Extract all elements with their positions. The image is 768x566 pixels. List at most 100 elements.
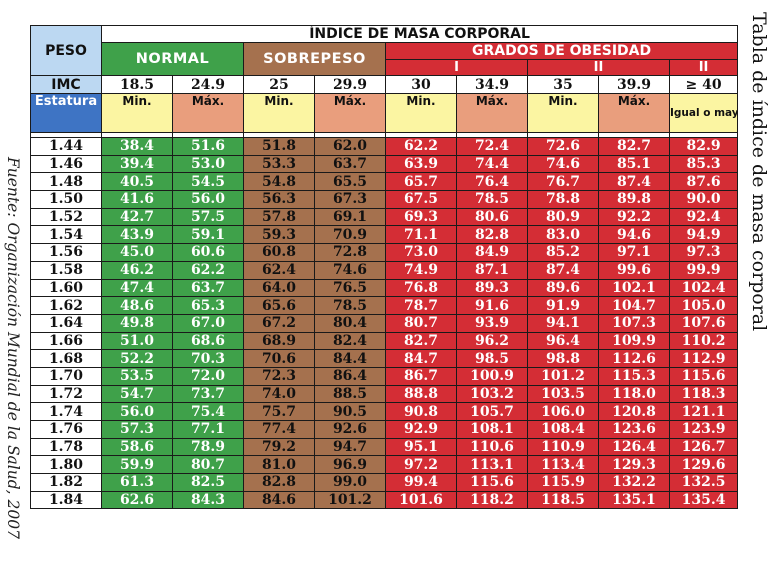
table-row: 1.64 49.8 67.0 67.2 80.4 80.7 93.9 94.1 107.3 107… xyxy=(30,313,739,333)
obesity-ii-max-cell: 109.9 xyxy=(598,331,670,351)
obesity-ii-max-cell: 97.1 xyxy=(598,243,670,262)
sobrepeso-max-cell: 67.3 xyxy=(314,190,386,209)
sobrepeso-max-cell: 88.5 xyxy=(314,384,386,404)
igual-o-mayor-header: Igual o mayor de: xyxy=(668,93,739,133)
normal-max-cell: 65.3 xyxy=(172,296,244,315)
sobrepeso-min-cell: 56.3 xyxy=(243,190,315,209)
sobrepeso-max-cell: 62.0 xyxy=(314,137,386,156)
obesity-iii-cell: 107.6 xyxy=(668,313,739,333)
obesity-ii-min-cell: 91.9 xyxy=(527,296,599,315)
table-body: 1.44 38.4 51.6 51.8 62.0 62.2 72.4 72.6 82.7 82.9… xyxy=(30,137,739,510)
normal-max-cell: 73.7 xyxy=(172,384,244,404)
obesity-i-max-cell: 103.2 xyxy=(456,384,528,404)
height-cell: 1.58 xyxy=(30,260,102,280)
obesity-i-min-cell: 78.7 xyxy=(385,296,457,315)
obesity-i-max-cell: 118.2 xyxy=(456,490,528,510)
obesity-iii-cell: 112.9 xyxy=(668,349,739,368)
sobrepeso-max-cell: 92.6 xyxy=(314,420,386,439)
table-row: 1.82 61.3 82.5 82.8 99.0 99.4 115.6 115.9 132.2 1… xyxy=(30,473,739,492)
normal-min-cell: 58.6 xyxy=(101,437,173,457)
obesity-ii-max-cell: 99.6 xyxy=(598,260,670,280)
height-cell: 1.48 xyxy=(30,172,102,192)
sobrepeso-min-cell: 77.4 xyxy=(243,420,315,439)
normal-min-cell: 39.4 xyxy=(101,154,173,174)
sobrepeso-max-cell: 70.9 xyxy=(314,225,386,245)
obesity-iii-cell: 94.9 xyxy=(668,225,739,245)
table-row: 1.72 54.7 73.7 74.0 88.5 88.8 103.2 103.5 118.0 1… xyxy=(30,384,739,404)
normal-max-cell: 54.5 xyxy=(172,172,244,192)
source-caption: Fuente: Organización Mundial de la Salud… xyxy=(4,157,22,539)
normal-max-cell: 60.6 xyxy=(172,243,244,262)
obesity-ii-max-cell: 82.7 xyxy=(598,137,670,156)
height-cell: 1.76 xyxy=(30,420,102,439)
grade-ii-header: II xyxy=(527,59,670,76)
obesity-i-max-cell: 108.1 xyxy=(456,420,528,439)
grade-iii-header: II xyxy=(668,59,739,76)
sobrepeso-max-cell: 90.5 xyxy=(314,402,386,421)
height-cell: 1.52 xyxy=(30,207,102,227)
obesity-ii-min-cell: 85.2 xyxy=(527,243,599,262)
sobrepeso-min-cell: 68.9 xyxy=(243,331,315,351)
obesity-i-max-cell: 84.9 xyxy=(456,243,528,262)
obesity-ii-min-cell: 83.0 xyxy=(527,225,599,245)
normal-min-cell: 61.3 xyxy=(101,473,173,492)
sobrepeso-max-cell: 101.2 xyxy=(314,490,386,510)
obesity-iii-cell: 90.0 xyxy=(668,190,739,209)
table-row: 1.58 46.2 62.2 62.4 74.6 74.9 87.1 87.4 99.6 99.9 xyxy=(30,260,739,280)
obesity-i-min-cell: 97.2 xyxy=(385,455,457,475)
normal-min-cell: 59.9 xyxy=(101,455,173,475)
obesity-ii-max-cell: 123.6 xyxy=(598,420,670,439)
height-cell: 1.74 xyxy=(30,402,102,421)
obesity-i-max-cell: 105.7 xyxy=(456,402,528,421)
normal-min-cell: 38.4 xyxy=(101,137,173,156)
obesity-ii-min-cell: 76.7 xyxy=(527,172,599,192)
max-header: Máx. xyxy=(172,93,244,133)
table-side-title: Tabla de índice de masa corporal xyxy=(748,12,768,332)
normal-max-cell: 78.9 xyxy=(172,437,244,457)
sobrepeso-max-cell: 82.4 xyxy=(314,331,386,351)
table-row: 1.76 57.3 77.1 77.4 92.6 92.9 108.1 108.4 123.6 1… xyxy=(30,420,739,439)
table-row: 1.56 45.0 60.6 60.8 72.8 73.0 84.9 85.2 97.1 97.3 xyxy=(30,243,739,262)
obesity-ii-max-cell: 112.6 xyxy=(598,349,670,368)
obesity-ii-max-cell: 102.1 xyxy=(598,278,670,298)
height-cell: 1.62 xyxy=(30,296,102,315)
sobrepeso-min-cell: 75.7 xyxy=(243,402,315,421)
min-header: Min. xyxy=(527,93,599,133)
imc-threshold: 35 xyxy=(527,75,599,94)
sobrepeso-min-cell: 70.6 xyxy=(243,349,315,368)
obesity-iii-cell: 102.4 xyxy=(668,278,739,298)
normal-min-cell: 48.6 xyxy=(101,296,173,315)
grade-i-header: I xyxy=(385,59,528,76)
table-row: 1.74 56.0 75.4 75.7 90.5 90.8 105.7 106.0 120.8 1… xyxy=(30,402,739,421)
table-row: 1.70 53.5 72.0 72.3 86.4 86.7 100.9 101.2 115.3 1… xyxy=(30,366,739,386)
obesity-ii-max-cell: 94.6 xyxy=(598,225,670,245)
normal-max-cell: 62.2 xyxy=(172,260,244,280)
normal-max-cell: 80.7 xyxy=(172,455,244,475)
obesity-i-min-cell: 99.4 xyxy=(385,473,457,492)
obesity-ii-min-cell: 110.9 xyxy=(527,437,599,457)
sobrepeso-max-cell: 65.5 xyxy=(314,172,386,192)
height-cell: 1.44 xyxy=(30,137,102,156)
obesity-iii-cell: 135.4 xyxy=(668,490,739,510)
sobrepeso-max-cell: 74.6 xyxy=(314,260,386,280)
obesity-ii-max-cell: 115.3 xyxy=(598,366,670,386)
sobrepeso-max-cell: 86.4 xyxy=(314,366,386,386)
peso-header: PESO xyxy=(30,25,102,76)
obesity-i-max-cell: 113.1 xyxy=(456,455,528,475)
normal-min-cell: 51.0 xyxy=(101,331,173,351)
normal-max-cell: 68.6 xyxy=(172,331,244,351)
obesity-iii-cell: 85.3 xyxy=(668,154,739,174)
table-row: 1.80 59.9 80.7 81.0 96.9 97.2 113.1 113.4 129.3 1… xyxy=(30,455,739,475)
obesity-i-max-cell: 100.9 xyxy=(456,366,528,386)
obesity-ii-min-cell: 89.6 xyxy=(527,278,599,298)
height-cell: 1.46 xyxy=(30,154,102,174)
obesity-i-min-cell: 71.1 xyxy=(385,225,457,245)
obesity-iii-cell: 97.3 xyxy=(668,243,739,262)
normal-min-cell: 42.7 xyxy=(101,207,173,227)
normal-max-cell: 75.4 xyxy=(172,402,244,421)
min-header: Min. xyxy=(243,93,315,133)
obesity-ii-max-cell: 135.1 xyxy=(598,490,670,510)
obesity-i-min-cell: 69.3 xyxy=(385,207,457,227)
obesity-ii-max-cell: 104.7 xyxy=(598,296,670,315)
imc-threshold: ≥ 40 xyxy=(668,75,739,94)
